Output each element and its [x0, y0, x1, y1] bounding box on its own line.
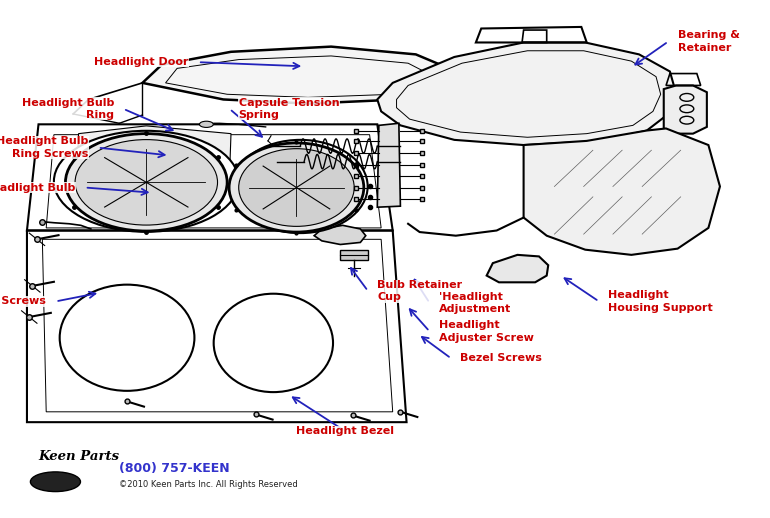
- Ellipse shape: [65, 134, 227, 231]
- Polygon shape: [142, 47, 447, 104]
- Ellipse shape: [233, 140, 368, 233]
- Text: Headlight Bulb
Ring Screws: Headlight Bulb Ring Screws: [0, 136, 89, 159]
- Polygon shape: [377, 42, 676, 145]
- Text: Headlight
Housing Support: Headlight Housing Support: [608, 290, 713, 313]
- Text: 'Headlight
Adjustment: 'Headlight Adjustment: [439, 292, 511, 314]
- Ellipse shape: [239, 149, 354, 226]
- Text: Headlight Bezel: Headlight Bezel: [296, 426, 394, 436]
- Ellipse shape: [229, 143, 363, 232]
- Text: Bezel Screws: Bezel Screws: [0, 296, 46, 307]
- Text: Headlight
Adjuster Screw: Headlight Adjuster Screw: [439, 320, 534, 343]
- Text: Bearing &
Retainer: Bearing & Retainer: [678, 30, 739, 53]
- Ellipse shape: [213, 294, 333, 392]
- Text: Keen Parts: Keen Parts: [38, 450, 119, 463]
- Polygon shape: [524, 128, 720, 255]
- Ellipse shape: [30, 472, 81, 492]
- Text: Bulb Retainer
Cup: Bulb Retainer Cup: [377, 280, 463, 303]
- Polygon shape: [377, 123, 400, 207]
- Polygon shape: [314, 225, 366, 244]
- Polygon shape: [487, 255, 548, 282]
- Text: Headlight Bulb: Headlight Bulb: [0, 182, 75, 193]
- Text: (800) 757-KEEN: (800) 757-KEEN: [119, 463, 230, 476]
- Ellipse shape: [60, 285, 194, 391]
- Text: Capsule Tension
Spring: Capsule Tension Spring: [239, 97, 340, 120]
- Polygon shape: [340, 250, 368, 260]
- Polygon shape: [77, 126, 231, 184]
- Text: Headlight Bulb
Ring: Headlight Bulb Ring: [22, 97, 114, 120]
- Ellipse shape: [75, 139, 218, 225]
- Text: ©2010 Keen Parts Inc. All Rights Reserved: ©2010 Keen Parts Inc. All Rights Reserve…: [119, 480, 298, 489]
- Ellipse shape: [54, 131, 239, 232]
- Text: Bezel Screws: Bezel Screws: [460, 353, 542, 364]
- Polygon shape: [664, 85, 707, 134]
- Text: Headlight Door: Headlight Door: [94, 57, 189, 67]
- Ellipse shape: [199, 121, 213, 127]
